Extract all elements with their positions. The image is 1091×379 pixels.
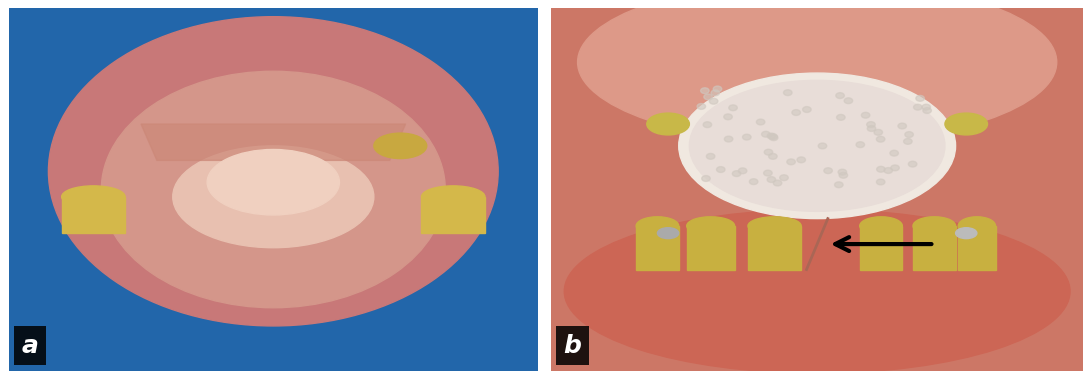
Bar [958,226,995,269]
Ellipse shape [62,186,125,208]
Ellipse shape [577,0,1057,144]
Circle shape [839,172,848,178]
Circle shape [876,179,885,185]
Ellipse shape [690,80,945,211]
Ellipse shape [686,217,734,235]
Circle shape [856,142,864,147]
Ellipse shape [207,149,339,215]
Ellipse shape [958,217,995,235]
Circle shape [756,119,765,125]
Circle shape [922,104,931,110]
Circle shape [697,103,706,109]
Circle shape [780,175,789,181]
Circle shape [743,134,751,140]
Circle shape [867,125,876,132]
Circle shape [890,150,898,156]
Circle shape [890,165,899,171]
Bar [913,226,956,269]
Ellipse shape [564,210,1070,373]
Line: 2 pts: 2 pts [806,219,828,269]
Circle shape [769,134,777,139]
Circle shape [835,182,843,188]
Circle shape [702,175,710,182]
Polygon shape [141,124,406,160]
Circle shape [732,171,741,177]
Circle shape [767,133,776,139]
Circle shape [844,98,853,103]
Circle shape [836,93,844,99]
Text: a: a [22,334,38,358]
Text: b: b [563,334,582,358]
Circle shape [904,132,913,138]
Circle shape [729,105,738,111]
Point [800,267,813,272]
Bar [860,226,902,269]
Circle shape [803,106,811,113]
Point [822,216,835,221]
Ellipse shape [421,186,484,208]
Circle shape [909,161,916,167]
Circle shape [724,136,733,142]
Ellipse shape [748,217,801,235]
Circle shape [717,167,726,172]
Circle shape [774,180,782,186]
Circle shape [796,157,805,163]
Bar [748,226,801,269]
Polygon shape [61,197,125,233]
Circle shape [923,108,932,113]
Ellipse shape [172,146,374,248]
Circle shape [862,112,870,118]
Circle shape [700,88,709,94]
Circle shape [884,168,892,174]
Polygon shape [421,197,484,233]
Circle shape [876,136,885,142]
Circle shape [877,166,885,172]
Circle shape [723,114,732,120]
Circle shape [714,86,722,92]
Circle shape [838,169,847,175]
Circle shape [767,177,776,182]
Circle shape [874,129,883,135]
Bar [636,226,679,269]
Ellipse shape [48,17,499,326]
Ellipse shape [101,71,445,308]
Circle shape [913,104,922,110]
Circle shape [704,94,712,100]
Ellipse shape [945,113,987,135]
Circle shape [903,138,912,144]
Ellipse shape [679,73,956,219]
Ellipse shape [860,217,902,235]
Circle shape [792,110,801,116]
Circle shape [787,159,795,165]
Ellipse shape [658,228,679,239]
Circle shape [703,122,711,128]
Ellipse shape [374,133,427,158]
Circle shape [739,168,747,174]
Circle shape [711,90,720,96]
Circle shape [824,168,832,174]
Circle shape [818,143,827,149]
Circle shape [750,179,758,185]
Ellipse shape [956,228,976,239]
Ellipse shape [647,113,690,135]
Circle shape [762,131,770,137]
Circle shape [769,153,777,159]
Circle shape [769,135,778,141]
Bar [686,226,734,269]
Circle shape [783,90,792,96]
Circle shape [837,114,846,120]
Ellipse shape [636,217,679,235]
Circle shape [764,170,772,176]
Circle shape [915,96,924,101]
Circle shape [709,98,718,104]
Circle shape [898,123,907,129]
Circle shape [764,149,772,155]
Circle shape [706,153,715,159]
Circle shape [866,122,875,127]
Ellipse shape [913,217,956,235]
